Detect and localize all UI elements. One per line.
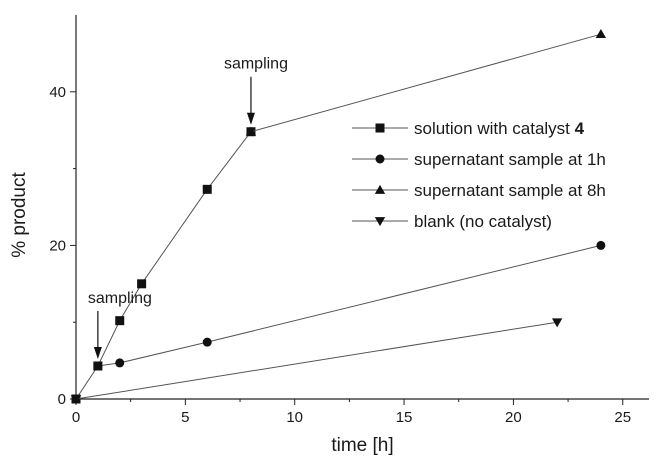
legend-marker xyxy=(375,123,385,133)
legend-marker xyxy=(375,154,385,164)
data-point xyxy=(115,316,125,326)
legend-label: blank (no catalyst) xyxy=(414,212,552,231)
annotation-label: sampling xyxy=(224,56,288,73)
y-tick-label: 20 xyxy=(49,237,66,254)
data-point xyxy=(70,395,82,405)
sampling-annotation: sampling xyxy=(224,56,288,125)
series-line xyxy=(250,33,602,133)
legend-marker xyxy=(374,217,386,227)
legend-label-text: solution with catalyst xyxy=(414,119,570,138)
legend-label: supernatant sample at 1h xyxy=(414,150,606,169)
series-2 xyxy=(93,240,606,371)
legend: solution with catalyst 4 supernatant samp… xyxy=(352,119,606,231)
series-3 xyxy=(245,29,607,136)
x-tick-label: 0 xyxy=(72,409,80,426)
annotation-layer: sampling sampling xyxy=(88,56,288,359)
y-axis-label: % product xyxy=(9,172,30,258)
catalyst-number: 4 xyxy=(570,119,585,138)
data-point xyxy=(202,337,212,347)
axes: 0 5 10 15 20 25 0 20 40 xyxy=(49,15,649,426)
data-point xyxy=(137,279,147,289)
legend-marker xyxy=(374,184,386,194)
data-point xyxy=(551,318,563,328)
annotation-arrow-head xyxy=(246,112,255,125)
series-layer xyxy=(70,29,607,405)
x-axis-label: time [h] xyxy=(331,435,393,456)
legend-label: solution with catalyst 4 xyxy=(414,119,585,138)
data-point xyxy=(596,240,606,250)
series-line xyxy=(75,321,558,400)
data-point xyxy=(93,361,103,371)
legend-label-text: supernatant sample at 8h xyxy=(414,181,606,200)
data-point xyxy=(595,29,607,39)
x-tick-label: 25 xyxy=(614,409,631,426)
data-point xyxy=(202,184,212,194)
legend-item: supernatant sample at 8h xyxy=(352,181,606,200)
series-4 xyxy=(70,318,563,405)
legend-item: blank (no catalyst) xyxy=(352,212,552,231)
annotation-arrow-head xyxy=(93,346,102,359)
x-tick-label: 15 xyxy=(396,409,413,426)
legend-label-text: blank (no catalyst) xyxy=(414,212,552,231)
series-line xyxy=(97,244,602,367)
legend-label-text: supernatant sample at 1h xyxy=(414,150,606,169)
data-point xyxy=(245,126,257,136)
legend-item: solution with catalyst 4 xyxy=(352,119,585,138)
legend-label: supernatant sample at 8h xyxy=(414,181,606,200)
y-tick-label: 0 xyxy=(58,391,66,408)
y-tick-label: 40 xyxy=(49,84,66,101)
x-tick-label: 20 xyxy=(505,409,522,426)
x-tick-label: 10 xyxy=(286,409,303,426)
x-tick-label: 5 xyxy=(181,409,189,426)
data-point xyxy=(115,358,125,368)
legend-item: supernatant sample at 1h xyxy=(352,150,606,169)
series-line xyxy=(75,131,252,400)
annotation-label: sampling xyxy=(88,290,152,307)
sampling-annotation: sampling xyxy=(88,290,152,359)
